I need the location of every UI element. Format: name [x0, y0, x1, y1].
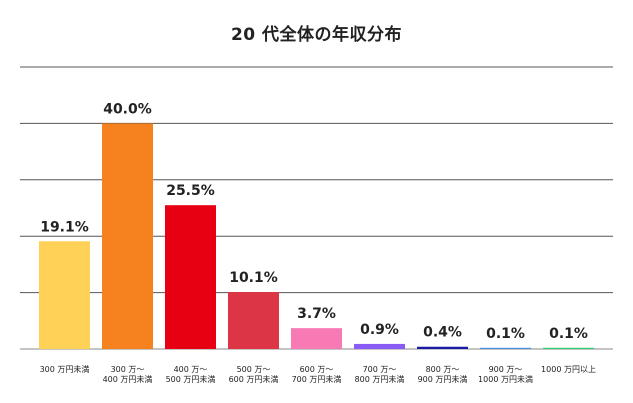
x-tick-label: 500 万円未満: [166, 374, 216, 384]
x-tick-label: 700 万円未満: [292, 374, 342, 384]
bar: [417, 346, 468, 349]
bar: [102, 123, 153, 350]
bar: [354, 343, 405, 349]
x-tick-label: 800 万円未満: [355, 374, 405, 384]
x-tick-label: 1000 万円未満: [478, 374, 533, 384]
data-label: 0.4%: [423, 325, 462, 341]
x-tick-label: 600 万円未満: [229, 374, 279, 384]
data-label: 10.1%: [229, 270, 278, 286]
x-tick-label: 400 万～: [174, 365, 208, 374]
x-tick-labels: 300 万円未満 300 万～400 万円未満 400 万～500 万円未満 500 …: [40, 364, 596, 384]
x-tick-label: 700 万～: [363, 365, 397, 374]
x-tick-label: 800 万～: [426, 365, 460, 374]
data-labels: 19.1% 40.0% 25.5% 10.1% 3.7% 0.9% 0.4% 0.1% 0.1%: [40, 101, 588, 341]
chart-title: 20 代全体の年収分布: [230, 25, 403, 45]
bar: [291, 328, 342, 349]
bar: [165, 205, 216, 349]
data-label: 25.5%: [166, 183, 215, 199]
x-tick-label: 500 万～: [237, 365, 271, 374]
bar: [543, 347, 594, 349]
data-label: 3.7%: [297, 306, 336, 322]
x-tick-label: 1000 万円以上: [541, 365, 596, 374]
bar: [228, 292, 279, 349]
data-label: 0.1%: [486, 326, 525, 342]
bars: [39, 123, 594, 350]
data-label: 0.9%: [360, 322, 399, 338]
x-tick-label: 400 万円未満: [103, 374, 153, 384]
bar: [480, 347, 531, 349]
data-label: 0.1%: [549, 326, 588, 342]
x-tick-label: 900 万円未満: [418, 374, 468, 384]
x-tick-label: 600 万～: [300, 365, 334, 374]
x-tick-label: 300 万～: [111, 365, 145, 374]
data-label: 19.1%: [40, 219, 89, 235]
bar: [39, 241, 90, 349]
x-tick-label: 900 万～: [489, 365, 523, 374]
data-label: 40.0%: [103, 101, 152, 117]
x-tick-label: 300 万円未満: [40, 364, 90, 374]
